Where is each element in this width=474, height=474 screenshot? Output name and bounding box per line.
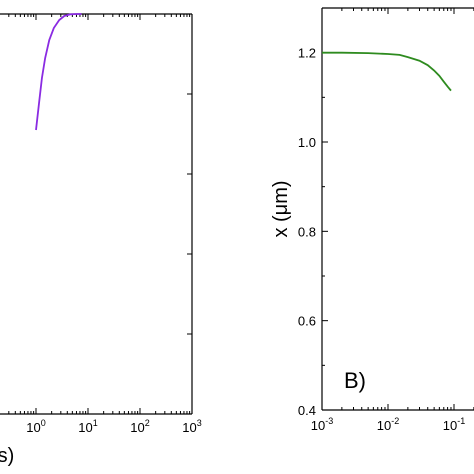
panel-b-x-tick-label: 10-1 [443, 416, 465, 433]
panel-b-series-line [322, 51, 452, 92]
panel-a-x-tick-label: 101 [78, 418, 97, 435]
panel-b-x-tick-label: 10-3 [311, 416, 333, 433]
panel-a: 100 101 102 103 s) [0, 13, 202, 467]
panel-b-y-tick-label: 1.2 [298, 46, 316, 61]
panel-b-y-tick-label: 1.0 [298, 135, 316, 150]
panel-b: 0.4 0.6 0.8 1.0 1.2 10-3 10-2 10-1 x (μm) B) [270, 7, 474, 433]
panel-b-tag: B) [344, 368, 366, 393]
panel-a-x-tick-label: 103 [182, 418, 201, 435]
panel-a-series-line [35, 13, 82, 131]
panel-b-y-tick-label: 0.8 [298, 224, 316, 239]
panel-a-x-axis-label: s) [0, 445, 14, 467]
panel-b-y-tick-label: 0.4 [298, 403, 316, 418]
panel-b-x-tick-label: 10-2 [377, 416, 399, 433]
panel-b-y-tick-label: 0.6 [298, 314, 316, 329]
panel-a-x-tick-label: 102 [130, 418, 149, 435]
panel-a-x-tick-label: 100 [26, 418, 45, 435]
panel-b-y-axis-label: x (μm) [270, 180, 292, 237]
